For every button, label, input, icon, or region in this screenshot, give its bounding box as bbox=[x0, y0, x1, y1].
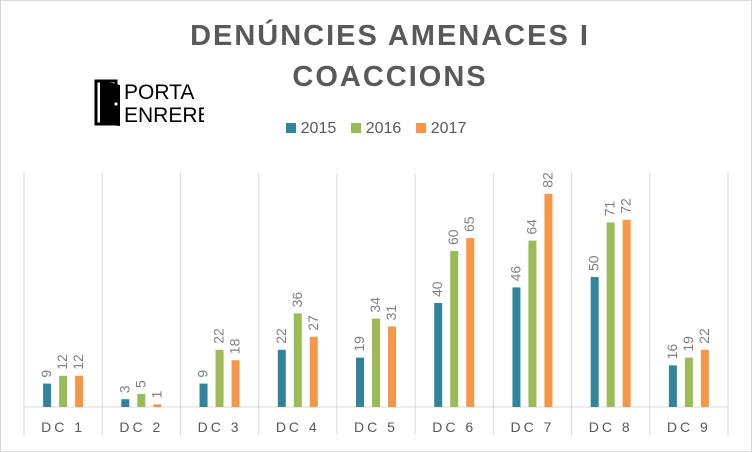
x-tick-label: DC 6 bbox=[432, 419, 476, 435]
x-tick-label: DC 1 bbox=[41, 419, 85, 435]
x-tick-label: DC 7 bbox=[510, 419, 554, 435]
x-tick-label: DC 8 bbox=[589, 419, 633, 435]
bar bbox=[668, 365, 677, 407]
bar bbox=[622, 219, 631, 407]
legend-label: 2016 bbox=[365, 120, 402, 137]
door-icon: PORTA ENRERE bbox=[94, 79, 212, 127]
data-label: 5 bbox=[132, 380, 148, 388]
legend-label: 2015 bbox=[300, 120, 337, 137]
bar bbox=[137, 394, 146, 407]
data-label: 19 bbox=[680, 336, 696, 352]
data-label: 22 bbox=[211, 328, 227, 344]
x-tick-label: DC 4 bbox=[276, 419, 320, 435]
data-label: 60 bbox=[445, 229, 461, 245]
data-label: 19 bbox=[351, 336, 367, 352]
bar bbox=[121, 399, 130, 407]
data-label: 12 bbox=[70, 354, 86, 370]
bar bbox=[434, 303, 443, 407]
bar bbox=[466, 238, 475, 407]
bar bbox=[231, 360, 240, 407]
x-tick-label: DC 5 bbox=[354, 419, 398, 435]
data-label: 34 bbox=[367, 297, 383, 313]
bar bbox=[199, 383, 208, 407]
data-label: 71 bbox=[602, 201, 618, 217]
legend-label: 2017 bbox=[430, 120, 467, 137]
data-label: 40 bbox=[429, 281, 445, 297]
bar bbox=[43, 383, 52, 407]
legend-swatch bbox=[285, 123, 296, 133]
bar bbox=[528, 240, 537, 407]
bar bbox=[544, 193, 553, 407]
chart-title-line-2: COACCIONS bbox=[292, 61, 488, 93]
legend-swatch bbox=[350, 123, 361, 133]
data-label: 9 bbox=[195, 370, 211, 378]
data-label: 22 bbox=[273, 328, 289, 344]
bar bbox=[309, 336, 318, 407]
bar bbox=[606, 222, 615, 407]
data-label: 27 bbox=[305, 315, 321, 331]
bar bbox=[450, 251, 459, 407]
logo-word-2: ENRERE bbox=[124, 104, 204, 127]
bar bbox=[277, 349, 286, 407]
x-tick-label: DC 3 bbox=[198, 419, 242, 435]
bar bbox=[512, 287, 521, 407]
porta-enrere-logo: PORTA ENRERE bbox=[94, 78, 212, 128]
bar bbox=[215, 349, 224, 407]
bar bbox=[388, 326, 396, 407]
data-label: 12 bbox=[54, 354, 70, 370]
data-label: 3 bbox=[116, 385, 132, 393]
bar bbox=[700, 349, 709, 407]
data-label: 64 bbox=[523, 219, 539, 235]
chart-title-line-1: DENÚNCIES AMENACES I bbox=[190, 20, 590, 52]
data-label: 16 bbox=[664, 344, 680, 360]
data-label: 1 bbox=[148, 390, 164, 398]
data-label: 18 bbox=[227, 338, 243, 354]
bar bbox=[153, 404, 162, 407]
data-label: 72 bbox=[618, 198, 634, 214]
bar bbox=[356, 357, 364, 407]
chart-legend: 2015 2016 2017 bbox=[0, 120, 752, 138]
data-label: 65 bbox=[461, 216, 477, 232]
data-label: 50 bbox=[586, 255, 602, 271]
legend-swatch bbox=[415, 123, 426, 133]
x-tick-label: DC 2 bbox=[119, 419, 163, 435]
data-label: 22 bbox=[696, 328, 712, 344]
bar bbox=[590, 277, 599, 407]
bar bbox=[59, 375, 68, 407]
legend-item-2015: 2015 bbox=[285, 120, 337, 138]
data-label: 36 bbox=[289, 292, 305, 308]
legend-item-2016: 2016 bbox=[350, 120, 402, 138]
logo-word-1: PORTA bbox=[124, 81, 194, 104]
data-label: 46 bbox=[507, 266, 523, 282]
bar bbox=[684, 357, 693, 407]
x-tick-label: DC 9 bbox=[667, 419, 711, 435]
data-label: 82 bbox=[539, 172, 555, 188]
data-label: 31 bbox=[383, 305, 399, 321]
bar bbox=[372, 318, 380, 407]
bar bbox=[75, 375, 84, 407]
data-label: 9 bbox=[38, 370, 54, 378]
legend-item-2017: 2017 bbox=[415, 120, 467, 138]
bar bbox=[293, 313, 302, 407]
